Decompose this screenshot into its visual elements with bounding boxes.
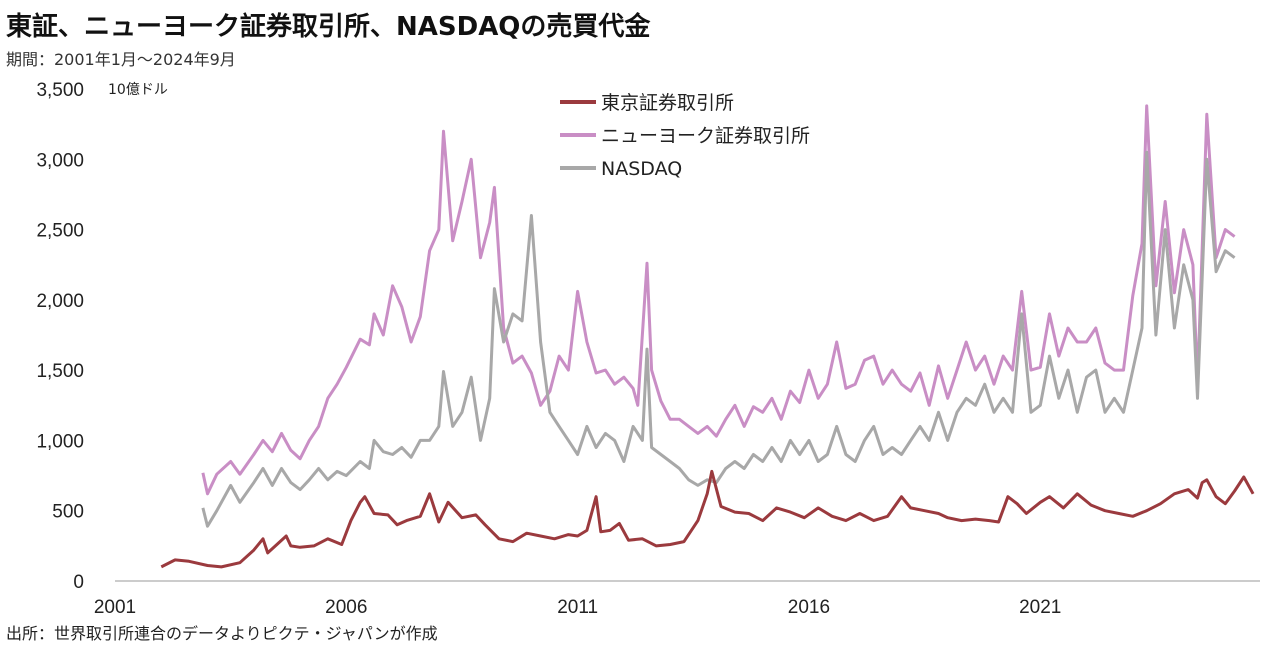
y-tick-label: 3,500 <box>36 80 84 101</box>
chart-title: 東証、ニューヨーク証券取引所、NASDAQの売買代金 <box>6 12 651 42</box>
y-tick-label: 3,000 <box>36 150 84 171</box>
y-tick-label: 1,000 <box>36 431 84 452</box>
legend-label: 東京証券取引所 <box>601 92 734 114</box>
legend-label: ニューヨーク証券取引所 <box>601 125 810 147</box>
series-layer <box>160 104 1255 569</box>
series-line <box>201 150 1236 528</box>
x-tick-label: 2006 <box>325 597 367 618</box>
y-unit-label: 10億ドル <box>108 82 168 98</box>
source-note: 出所：世界取引所連合のデータよりピクテ・ジャパンが作成 <box>6 624 438 643</box>
y-tick-label: 0 <box>73 572 84 593</box>
y-tick-label: 2,000 <box>36 291 84 312</box>
series-line <box>160 469 1255 569</box>
period-label: 期間：2001年1月～2024年9月 <box>6 50 236 69</box>
x-tick-label: 2011 <box>557 597 598 618</box>
y-tick-label: 2,500 <box>36 221 84 242</box>
series-line <box>201 104 1236 496</box>
y-tick-label: 1,500 <box>36 361 84 382</box>
x-tick-label: 2016 <box>788 597 830 618</box>
y-tick-label: 500 <box>52 502 84 523</box>
x-tick-label: 2021 <box>1019 597 1061 618</box>
x-axis-ticks: 2001 2006 2011 2016 2021 <box>94 597 1062 618</box>
y-axis-ticks: 0 500 1,000 1,500 2,000 2,500 3,000 3,500 <box>36 80 84 593</box>
legend-label: NASDAQ <box>601 158 682 180</box>
x-tick-label: 2001 <box>94 597 136 618</box>
